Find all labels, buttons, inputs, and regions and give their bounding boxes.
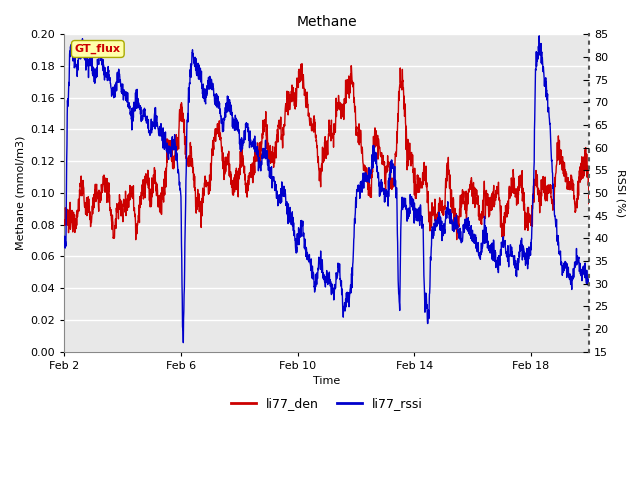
Title: Methane: Methane: [296, 15, 357, 29]
Text: GT_flux: GT_flux: [75, 44, 121, 54]
Legend: li77_den, li77_rssi: li77_den, li77_rssi: [225, 392, 428, 415]
Y-axis label: Methane (mmol/m3): Methane (mmol/m3): [15, 136, 25, 250]
Y-axis label: RSSI (%): RSSI (%): [615, 169, 625, 217]
X-axis label: Time: Time: [313, 376, 340, 386]
